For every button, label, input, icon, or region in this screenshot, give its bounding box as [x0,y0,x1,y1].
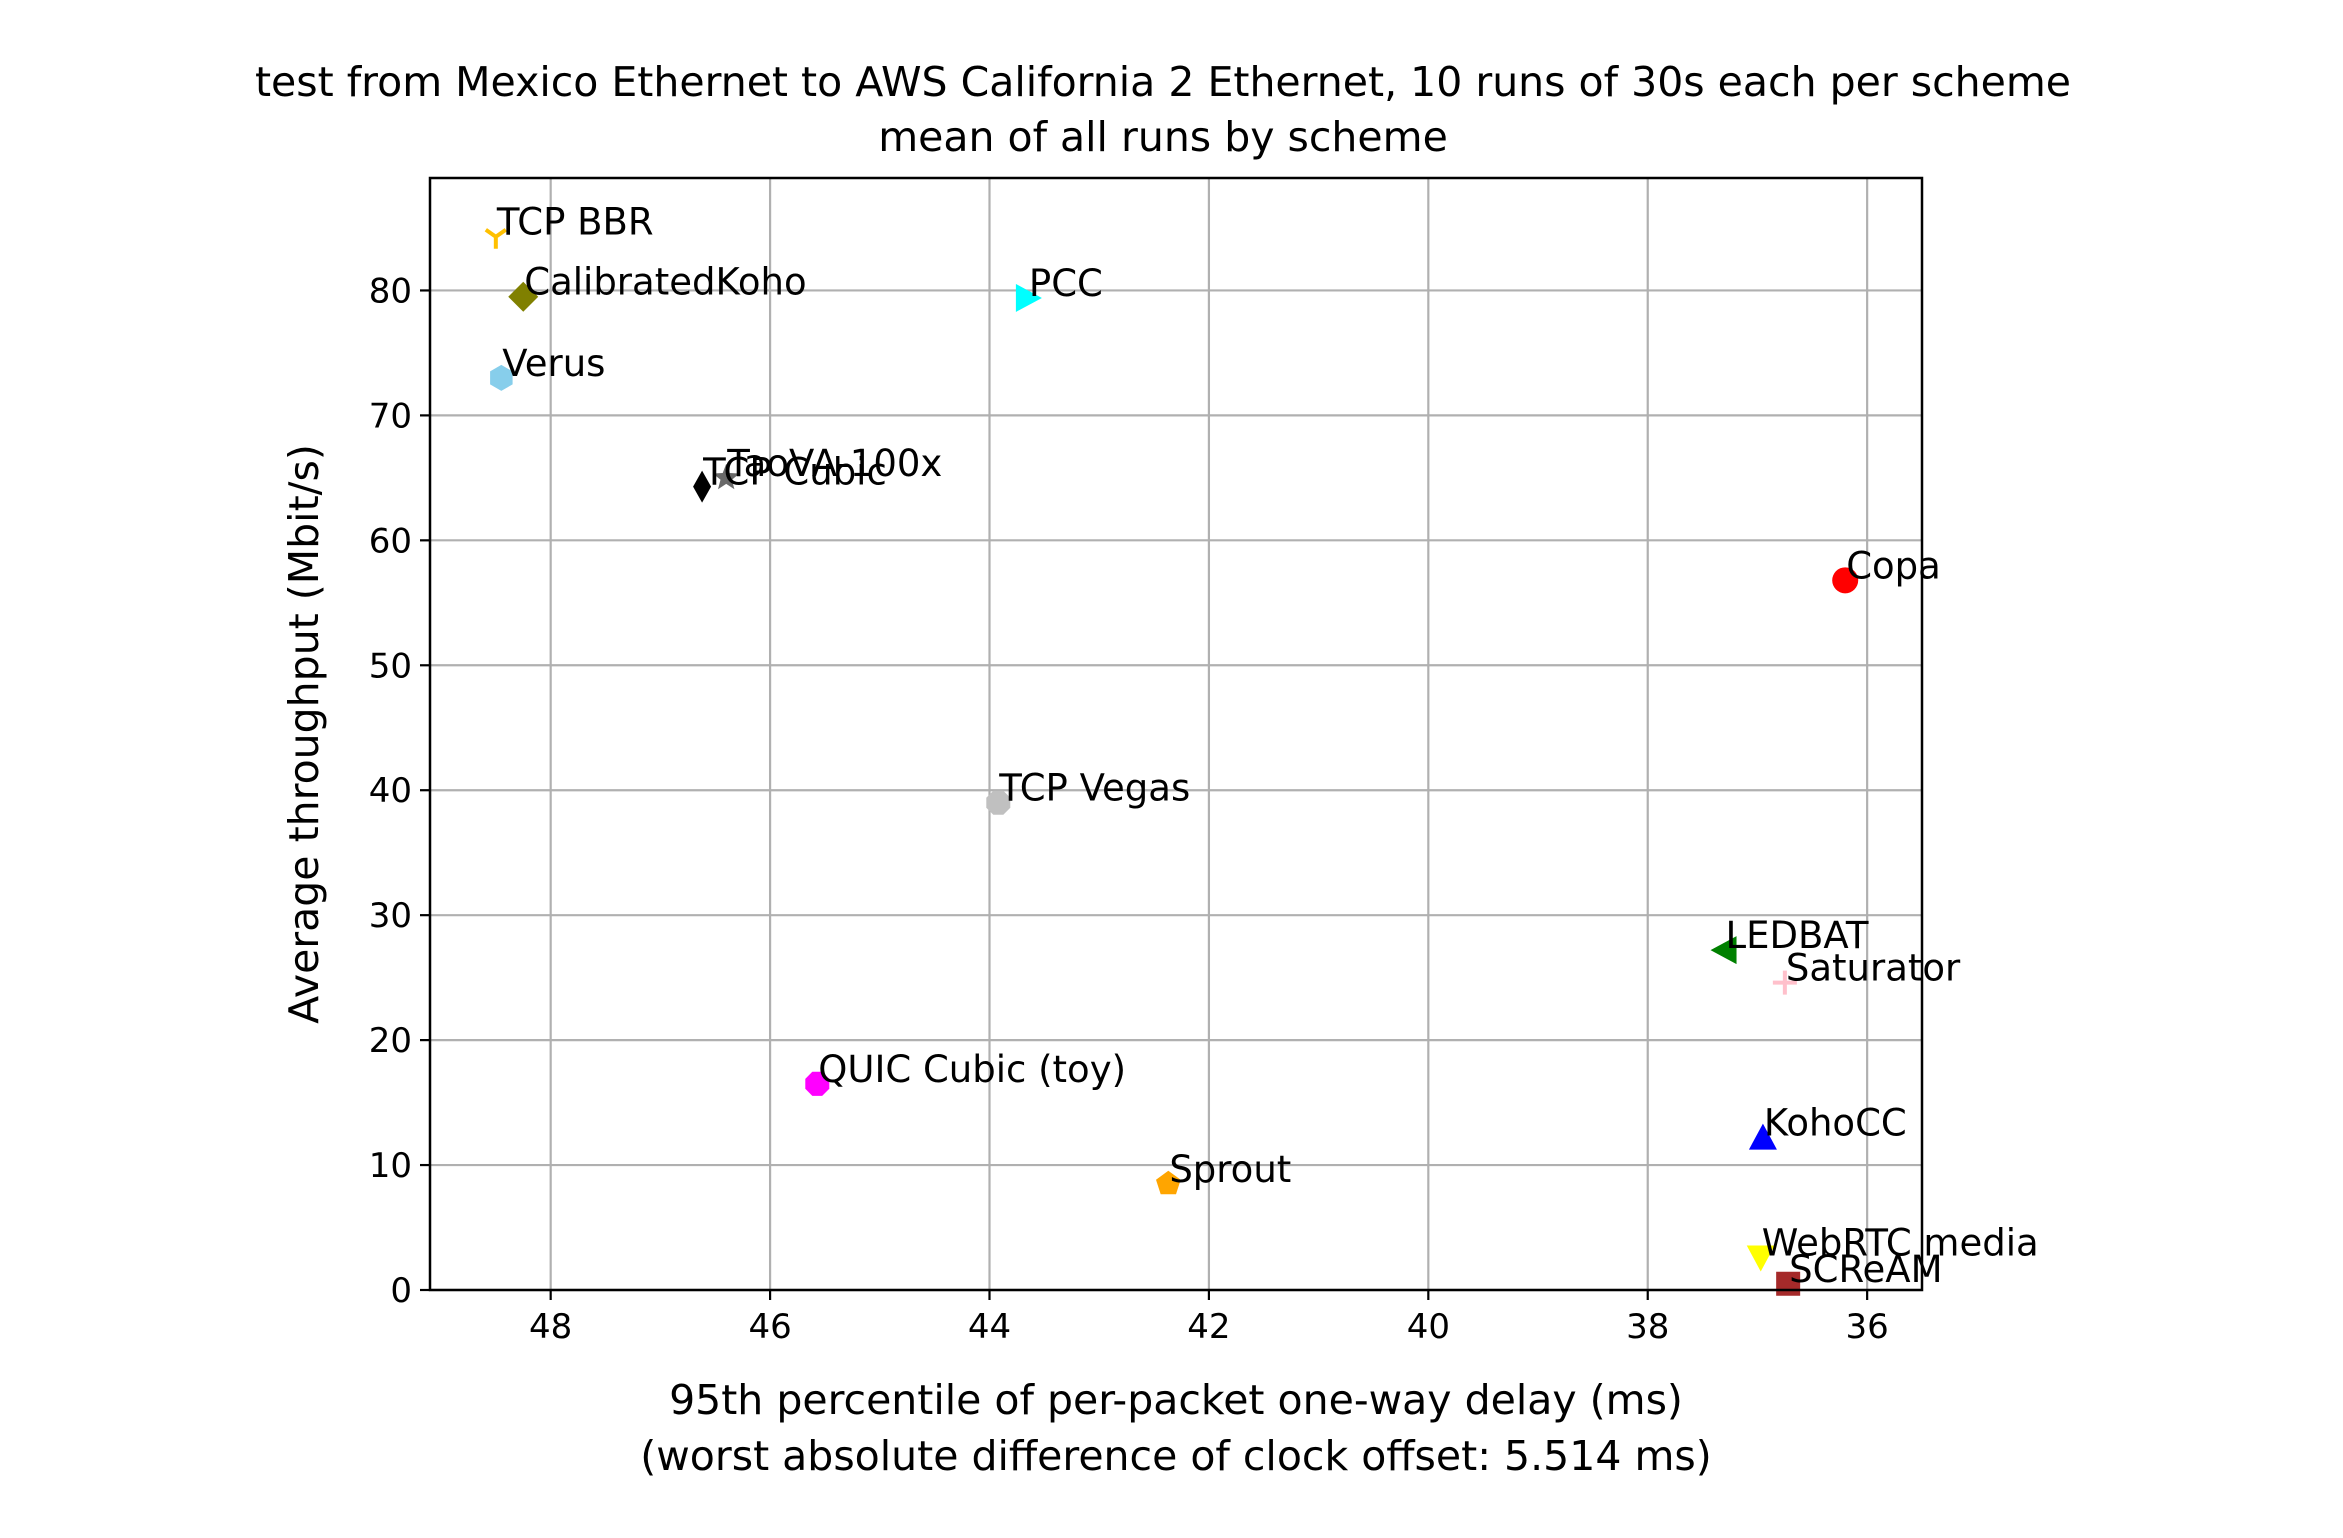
point-label: QUIC Cubic (toy) [818,1048,1126,1091]
point-label: TaoVA-100x [726,442,942,485]
point-label: CalibratedKoho [524,261,806,304]
axis-ticks: 48 46 44 42 40 38 36 0 10 20 30 40 50 60 70 80 [369,271,1889,1347]
point-label: PCC [1029,262,1103,305]
y-tick-label: 70 [369,396,412,436]
y-tick-label: 0 [390,1271,412,1311]
y-tick-label: 40 [369,771,412,811]
point-label: LEDBAT [1726,914,1869,957]
y-tick-label: 80 [369,271,412,311]
scatter-point [1832,567,1859,594]
x-axis-sublabel: (worst absolute difference of clock offs… [640,1432,1712,1480]
scatter-point [712,463,740,490]
plot-frame [428,176,1924,1292]
point-label: Verus [502,342,605,385]
x-tick-label: 42 [1187,1307,1230,1347]
y-tick-label: 20 [369,1021,412,1061]
y-tick-label: 30 [369,896,412,936]
x-tick-label: 44 [968,1307,1011,1347]
x-axis-label: 95th percentile of per-packet one-way de… [669,1376,1683,1424]
y-axis-label: Average throughput (Mbit/s) [280,444,328,1024]
point-label: TCP BBR [496,201,654,244]
x-tick-label: 48 [529,1307,572,1347]
point-label: SCReAM [1789,1248,1942,1291]
scatter-point [1776,1271,1801,1296]
point-label: Saturator [1786,947,1961,990]
x-tick-label: 38 [1626,1307,1669,1347]
scatter-point [484,228,507,249]
point-label: KohoCC [1764,1102,1907,1145]
point-label: TCP Cubic [702,451,887,494]
scatter-point [1710,936,1737,965]
scatter-point [693,470,712,503]
x-tick-label: 46 [748,1307,791,1347]
scatter-point [508,281,539,312]
point-label: Sprout [1169,1148,1291,1191]
chart-title: test from Mexico Ethernet to AWS Califor… [255,58,2071,106]
x-tick-label: 40 [1407,1307,1450,1347]
point-label: Copa [1846,544,1941,587]
y-tick-label: 10 [369,1146,412,1186]
scatter-point [805,1071,830,1096]
x-tick-label: 36 [1846,1307,1889,1347]
point-label: TCP Vegas [998,767,1190,810]
scatter-point [986,790,1011,815]
scatter-point [1015,283,1042,312]
point-label: WebRTC media [1762,1222,2039,1265]
chart-subtitle: mean of all runs by scheme [878,113,1448,161]
scatter-point [1772,970,1797,995]
scatter-point [490,364,513,391]
y-tick-label: 60 [369,521,412,561]
scatter-point [1746,1245,1775,1272]
scatter-point [1156,1170,1181,1195]
y-tick-label: 50 [369,646,412,686]
scatter-point [1748,1123,1777,1150]
data-points [484,228,1859,1296]
